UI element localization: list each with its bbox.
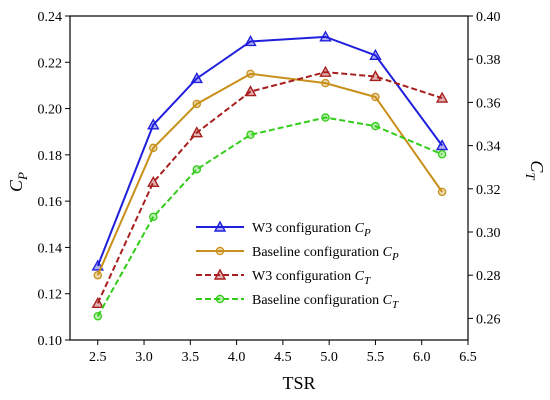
data-point <box>437 149 447 159</box>
y-left-axis-label: CP <box>6 172 30 192</box>
y-right-tick-label: 0.36 <box>476 96 501 111</box>
series-layer <box>91 30 449 321</box>
legend-marker <box>215 294 225 304</box>
x-tick-label: 5.5 <box>367 350 385 365</box>
y-right-axis-label-sub: T <box>523 172 538 180</box>
y-right-tick-label: 0.34 <box>476 140 501 155</box>
y-left-tick-label: 0.18 <box>38 149 63 164</box>
data-point <box>149 143 158 153</box>
data-point <box>190 72 203 84</box>
legend-marker <box>213 268 227 280</box>
data-point <box>93 311 103 321</box>
legend-item: Baseline configuration CT <box>196 293 399 311</box>
series-2 <box>93 69 447 280</box>
data-point <box>93 270 103 280</box>
data-point <box>371 121 380 131</box>
x-axis: 2.5 3.0 3.5 4.0 4.5 5.0 5.5 6.0 6.5 <box>89 340 477 365</box>
y-axis-left: 0.10 0.12 0.14 0.16 0.18 0.20 0.22 0.24 <box>38 10 70 349</box>
data-point <box>369 48 382 61</box>
legend-item: W3 configuration CP <box>196 220 371 239</box>
x-tick-label: 4.0 <box>228 350 246 365</box>
y-left-tick-label: 0.14 <box>38 241 63 256</box>
data-point <box>192 99 202 109</box>
series-line <box>96 116 443 317</box>
data-point <box>437 187 447 197</box>
series-line <box>96 35 443 267</box>
x-tick-label: 2.5 <box>89 350 107 365</box>
legend-marker <box>213 220 227 232</box>
x-tick-label: 3.0 <box>135 350 153 365</box>
x-tick-label: 5.0 <box>320 350 338 365</box>
series-line <box>96 71 443 304</box>
series-1 <box>91 30 449 271</box>
legend-marker <box>215 246 225 256</box>
legend: W3 configuration CP Baseline configuratio… <box>196 220 399 311</box>
data-point <box>246 69 255 79</box>
x-tick-label: 6.5 <box>459 350 477 365</box>
data-point <box>371 92 380 102</box>
y-left-axis-label-sub: P <box>15 172 30 181</box>
plot-frame <box>69 15 469 341</box>
data-point <box>91 296 104 308</box>
data-point <box>190 126 203 138</box>
data-point <box>244 85 257 97</box>
y-right-tick-label: 0.40 <box>476 10 501 25</box>
y-left-tick-label: 0.16 <box>38 195 63 210</box>
y-right-tick-label: 0.26 <box>476 312 501 327</box>
series-4 <box>93 113 447 321</box>
y-right-tick-label: 0.32 <box>476 183 501 198</box>
y-left-tick-label: 0.20 <box>38 103 63 118</box>
data-point <box>192 165 202 174</box>
y-right-tick-label: 0.28 <box>476 269 501 284</box>
data-point <box>369 70 382 82</box>
data-point <box>319 30 332 42</box>
y-left-tick-label: 0.24 <box>38 10 63 25</box>
x-tick-label: 3.5 <box>182 350 200 365</box>
legend-label: Baseline configuration CP <box>252 245 399 263</box>
plot-border <box>69 15 469 341</box>
data-point <box>321 113 330 122</box>
legend-item: W3 configuration CT <box>196 268 371 287</box>
y-right-tick-label: 0.30 <box>476 226 501 241</box>
x-axis-label: TSR <box>282 373 315 393</box>
data-point <box>319 65 332 77</box>
y-right-tick-label: 0.38 <box>476 53 501 68</box>
data-point <box>246 130 255 140</box>
series-line <box>96 72 443 276</box>
y-left-tick-label: 0.10 <box>38 334 63 349</box>
series-3 <box>91 65 449 308</box>
legend-label: W3 configuration CP <box>252 221 371 239</box>
legend-item: Baseline configuration CP <box>196 245 399 263</box>
legend-label: Baseline configuration CT <box>252 293 399 311</box>
y-left-tick-label: 0.22 <box>38 56 63 71</box>
data-point <box>244 35 257 47</box>
data-point <box>149 212 158 222</box>
data-point <box>435 139 449 151</box>
data-point <box>147 118 160 130</box>
data-point <box>435 91 449 103</box>
y-right-axis-label: CT <box>523 160 547 180</box>
x-tick-label: 6.0 <box>413 350 431 365</box>
legend-label: W3 configuration CT <box>252 269 371 287</box>
x-tick-label: 4.5 <box>274 350 292 365</box>
data-point <box>147 175 160 188</box>
y-axis-right: 0.26 0.28 0.30 0.32 0.34 0.36 0.38 0.40 <box>468 10 501 327</box>
y-left-tick-label: 0.12 <box>38 288 63 303</box>
data-point <box>321 78 330 88</box>
